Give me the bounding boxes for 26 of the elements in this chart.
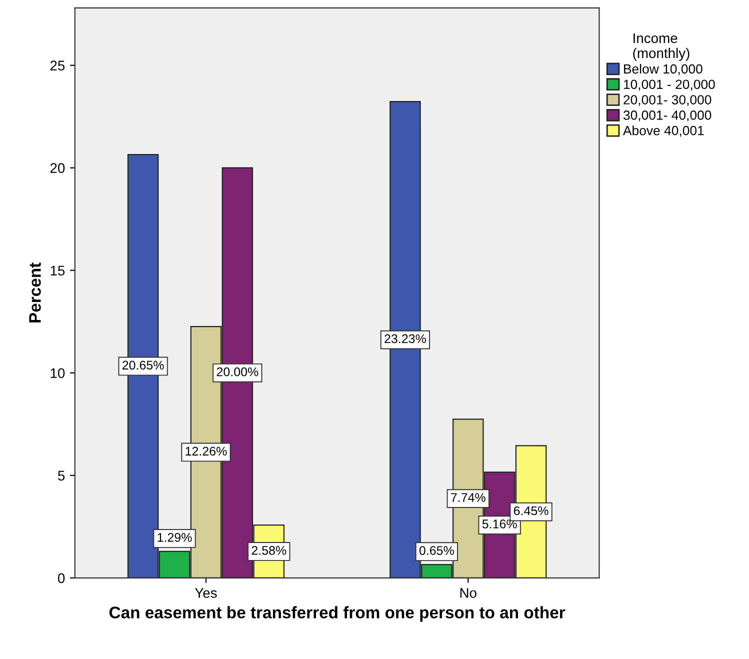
- legend-title: Income (monthly): [633, 33, 690, 61]
- data-label: 0.65%: [419, 546, 454, 555]
- data-label: 6.45%: [514, 506, 548, 516]
- y-axis-title: Percent: [29, 262, 41, 322]
- data-label: 2.58%: [252, 546, 286, 555]
- legend-label: 30,001- 40,000: [623, 110, 712, 122]
- legend-label: 20,001- 30,000: [624, 95, 712, 106]
- x-tick-label: Yes: [194, 588, 217, 598]
- legend-label: Above 40,001: [622, 126, 704, 137]
- data-label: 1.29%: [158, 532, 192, 542]
- y-tick-label: 15: [50, 266, 65, 276]
- data-label: 20.65%: [122, 360, 164, 370]
- x-axis-title: Can easement be transferred from one person to an other: [109, 606, 566, 622]
- data-label: 23.23%: [384, 334, 426, 344]
- y-tick-label: 20: [50, 163, 65, 174]
- data-label: 12.26%: [186, 446, 227, 456]
- legend-label: 10,001 - 20,000: [624, 80, 715, 91]
- data-label: 5.16%: [482, 520, 517, 528]
- x-tick-label: No: [460, 588, 476, 598]
- legend-label: Below 10,000: [624, 64, 702, 76]
- y-tick-label: 10: [50, 368, 65, 378]
- y-tick-label: 5: [58, 470, 65, 481]
- data-label: 7.74%: [451, 493, 486, 502]
- y-tick-label: 0: [58, 573, 65, 584]
- data-label: 20.00%: [216, 367, 258, 376]
- y-tick-label: 25: [50, 60, 65, 70]
